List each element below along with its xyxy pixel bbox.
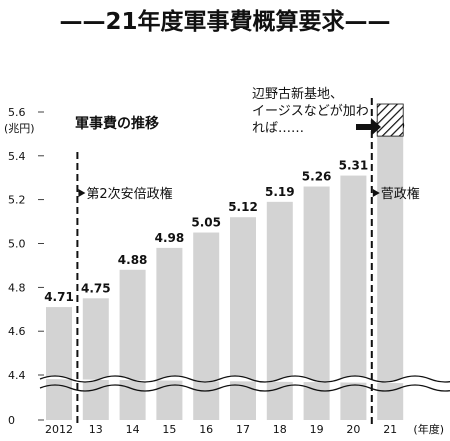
data-label: 5.12: [228, 200, 258, 214]
data-label: 5.19: [265, 185, 295, 199]
chart-subtitle: 軍事費の推移: [75, 115, 159, 132]
x-tick-label: 20: [346, 423, 360, 436]
bar: [193, 232, 220, 420]
x-tick-label: 19: [310, 423, 324, 436]
y-tick-label: 4.8: [8, 281, 26, 294]
bar: [119, 269, 146, 420]
bar: [230, 217, 256, 420]
bar: [303, 186, 330, 420]
data-label: 4.88: [118, 253, 148, 267]
x-axis: 2012 13 14 15 16 17 18 19 20 21: [45, 423, 397, 436]
x-tick-label: 21: [383, 423, 397, 436]
axis-break-line: [39, 375, 450, 383]
axis-break-fill: [40, 376, 450, 391]
bar: [82, 298, 109, 420]
x-tick-label: 17: [236, 423, 250, 436]
annotations: 第2次安倍政権 菅政権: [76, 98, 420, 426]
x-tick-label: 13: [89, 423, 103, 436]
x-tick-label: 18: [273, 423, 287, 436]
x-tick-label: 2012: [45, 423, 73, 436]
period-label: 第2次安倍政権: [86, 186, 172, 202]
y-tick-label: 4.4: [8, 369, 26, 382]
addition-note-line: 辺野古新基地、: [252, 86, 343, 102]
data-label: 5.05: [191, 216, 221, 230]
y-axis-label: (兆円): [4, 122, 35, 135]
data-label: 5.26: [302, 170, 332, 184]
chart-title: ——21年度軍事費概算要求——: [59, 8, 390, 35]
bar: [46, 307, 72, 420]
period-arrow: [78, 189, 86, 197]
addition-note-line: イージスなどが加わ: [252, 104, 369, 119]
bar: [340, 175, 367, 420]
y-tick-label: 5.2: [8, 194, 26, 207]
x-tick-label: 14: [126, 423, 140, 436]
data-label: 4.71: [44, 290, 74, 304]
x-tick-label: 16: [199, 423, 213, 436]
period-label: 菅政権: [381, 186, 420, 202]
y-tick-label: 4.6: [8, 325, 26, 338]
data-label: 4.98: [155, 231, 185, 245]
bars: 4.714.754.884.985.055.125.195.265.315.49: [44, 119, 405, 420]
y-tick-label: 5.4: [8, 150, 26, 163]
y-axis: 0 4.4 4.6 4.8 5.0 5.2 5.4 5.6: [8, 106, 44, 427]
bar: [156, 247, 183, 420]
addition-note-line: れば……: [252, 121, 304, 136]
x-tick-label: 15: [162, 423, 176, 436]
y-tick-label: 5.6: [8, 106, 26, 119]
y-tick-label: 0: [8, 414, 15, 427]
y-tick-label: 5.0: [8, 238, 26, 251]
bar: [266, 201, 293, 420]
addition-arrow: [356, 118, 381, 136]
addition-hatch: [376, 103, 404, 137]
data-label: 5.31: [339, 159, 369, 173]
extras: 辺野古新基地、イージスなどが加われば……: [39, 86, 450, 392]
axis-break-line: [39, 384, 450, 392]
x-axis-unit: (年度): [413, 422, 444, 436]
period-arrow: [372, 189, 380, 197]
data-label: 4.75: [81, 281, 111, 295]
bar: [377, 136, 404, 420]
